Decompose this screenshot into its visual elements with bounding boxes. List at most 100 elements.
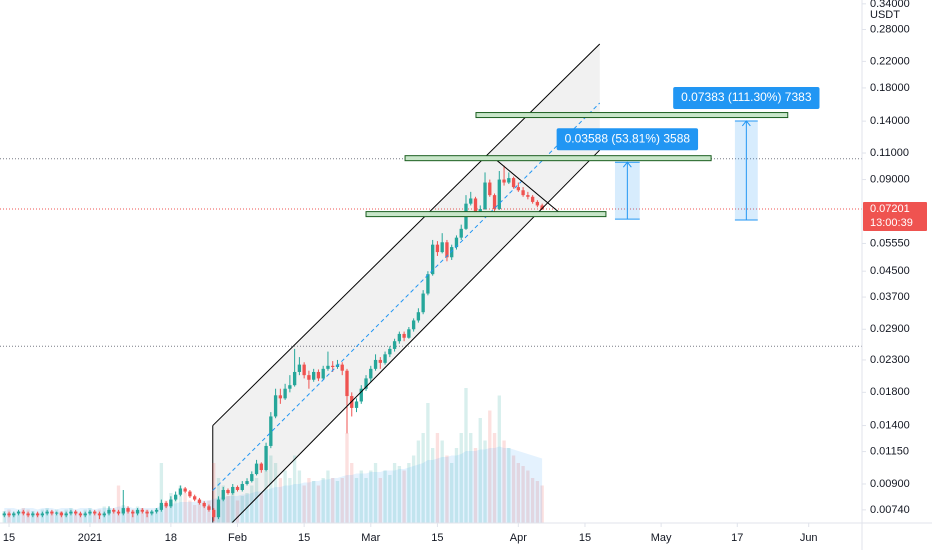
volume-bar: [392, 463, 397, 523]
volume-bar: [273, 463, 278, 523]
x-tick-label: Apr: [510, 532, 527, 544]
candle-body: [126, 508, 130, 512]
y-tick-label: 0.05550: [870, 237, 910, 249]
candle-body: [102, 513, 106, 516]
x-tick-label: 15: [579, 532, 591, 544]
volume-bar: [88, 508, 92, 523]
candle-body: [392, 341, 397, 349]
candle-body: [26, 513, 30, 516]
candle-body: [231, 486, 235, 494]
candle-body: [354, 401, 359, 408]
candle-body: [254, 463, 259, 475]
candle-body: [235, 486, 240, 490]
volume-bar: [359, 470, 363, 523]
volume-bar: [254, 478, 259, 523]
y-tick-label: 0.01150: [870, 445, 909, 457]
volume-bar: [288, 478, 292, 523]
candle-body: [321, 368, 325, 379]
volume-bar: [69, 508, 73, 523]
volume-bar: [497, 395, 501, 523]
candle-body: [202, 502, 206, 507]
candle-body: [345, 370, 349, 397]
candle-body: [159, 502, 164, 510]
price-axis-bg: [863, 0, 932, 523]
candle-body: [416, 312, 421, 321]
triangle-line: [496, 160, 564, 217]
last-price-label: 0.07201: [870, 203, 910, 215]
x-tick-label: Feb: [228, 532, 247, 544]
volume-bar: [535, 481, 540, 523]
y-tick-label: 0.09000: [870, 173, 910, 185]
volume-bar: [335, 481, 340, 523]
candle-body: [440, 242, 444, 253]
candle-body: [35, 513, 40, 516]
candle-body: [207, 506, 211, 510]
candle-body: [459, 228, 463, 238]
x-tick-label: May: [651, 532, 672, 544]
candle-body: [478, 209, 482, 213]
candle-body: [302, 364, 306, 376]
candle-body: [373, 359, 378, 369]
y-tick-label: 0.01800: [870, 386, 910, 398]
measure-arrow-head: [741, 120, 751, 127]
candle-body: [359, 388, 363, 402]
volume-bar: [93, 511, 97, 523]
candle-body: [245, 481, 249, 484]
volume-bar: [459, 433, 463, 523]
candle-body: [426, 274, 430, 294]
volume-bar: [45, 508, 49, 523]
candle-body: [88, 511, 92, 514]
x-tick-label: 17: [731, 532, 743, 544]
candle-body: [116, 511, 121, 514]
volume-bar: [321, 478, 325, 523]
volume-bar: [350, 463, 354, 523]
candle-body: [473, 198, 478, 213]
candle-body: [74, 511, 78, 514]
volume-bar: [212, 463, 216, 523]
candle-body: [183, 488, 187, 492]
candle-body: [121, 508, 125, 514]
candle-body: [516, 187, 521, 191]
candle-body: [526, 195, 530, 197]
candle-body: [216, 499, 221, 518]
volume-bar: [188, 500, 192, 523]
candle-body: [292, 371, 297, 386]
volume-bar: [416, 440, 421, 523]
candle-body: [502, 179, 506, 183]
volume-bar: [397, 466, 402, 523]
candle-body: [50, 511, 54, 514]
candle-body: [445, 242, 449, 258]
volume-bar: [383, 470, 387, 523]
candle-body: [497, 179, 501, 210]
volume-bar: [78, 512, 83, 523]
volume-bar: [150, 511, 154, 523]
candle-body: [369, 368, 373, 379]
volume-bar: [511, 455, 516, 523]
candle-body: [107, 509, 111, 514]
candle-body: [402, 333, 406, 338]
y-tick-label: 0.00900: [870, 478, 910, 490]
candle-body: [540, 205, 544, 210]
candle-body: [383, 354, 387, 363]
candle-body: [421, 293, 425, 313]
volume-bar: [126, 508, 130, 523]
volume-bar: [421, 433, 425, 523]
candle-body: [530, 196, 535, 202]
volume-bar: [16, 511, 21, 523]
candle-body: [78, 513, 83, 516]
volume-bar: [445, 455, 449, 523]
candle-body: [388, 348, 392, 355]
y-tick-label: 0.02300: [870, 354, 910, 366]
volume-bar: [450, 463, 454, 523]
candle-body: [54, 512, 59, 514]
volume-bar: [502, 440, 506, 523]
level-zone: [365, 211, 607, 218]
volume-bar: [112, 509, 116, 523]
measure-label: 0.07383 (111.30%) 7383: [681, 90, 812, 104]
channel-upper: [212, 43, 601, 426]
candle-body: [59, 512, 64, 516]
channel-fill: [212, 43, 600, 523]
candle-body: [435, 244, 440, 253]
volume-bar: [240, 496, 244, 523]
